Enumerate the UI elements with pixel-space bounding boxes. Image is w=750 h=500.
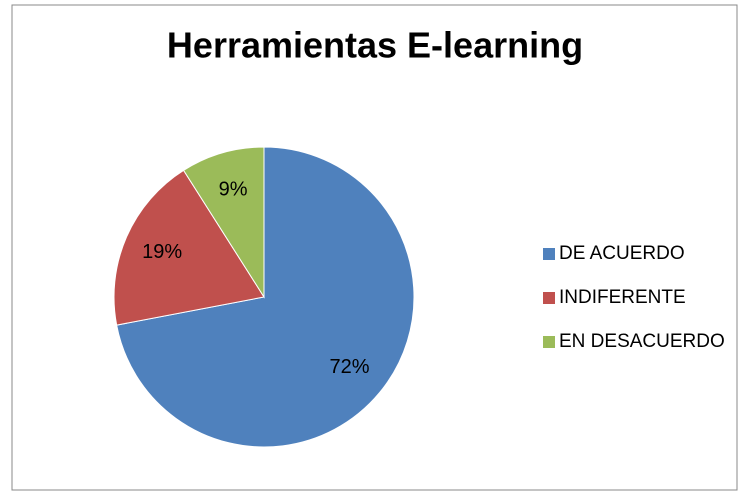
legend-label: DE ACUERDO xyxy=(559,243,685,264)
legend-swatch xyxy=(543,248,555,260)
data-label: 72% xyxy=(330,356,370,378)
chart-title: Herramientas E-learning xyxy=(167,25,583,66)
legend-swatch xyxy=(543,336,555,348)
pie-slice xyxy=(113,169,265,326)
pie-slice xyxy=(116,146,415,448)
pie-slice xyxy=(182,146,265,299)
data-label: 19% xyxy=(142,241,182,263)
legend-label: INDIFERENTE xyxy=(559,287,686,308)
legend-swatch xyxy=(543,292,555,304)
data-label: 9% xyxy=(219,179,248,201)
legend-label: EN DESACUERDO xyxy=(559,331,725,352)
